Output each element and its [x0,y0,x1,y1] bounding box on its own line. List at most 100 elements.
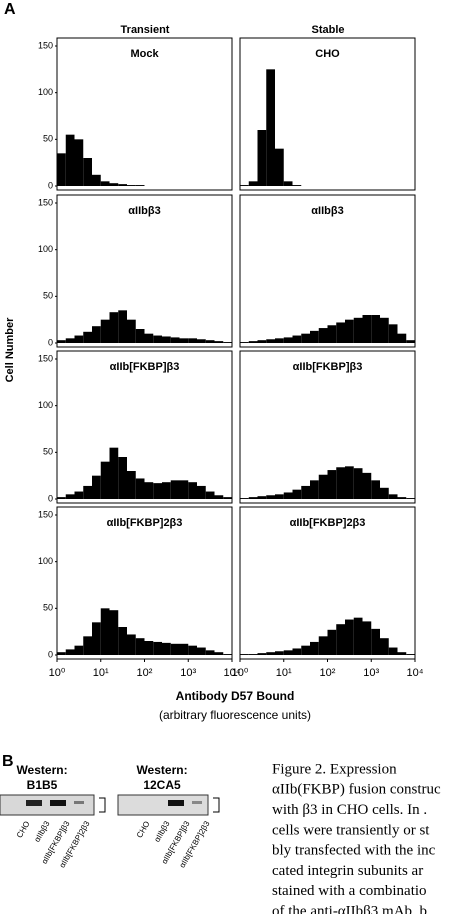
histogram-bar [406,654,415,655]
panel-frame [56,350,233,504]
lane-label: αIIbβ3 [152,819,171,844]
histogram-bar [92,174,101,186]
band [26,800,42,806]
histogram-bar [397,333,407,343]
x-tick-label: 10¹ [276,667,292,679]
histogram-bar [309,330,319,343]
blot-title: Western: [136,763,187,777]
histogram-bar [170,480,180,499]
histogram-bar [327,470,337,499]
histogram-bar [292,185,302,186]
blot-antibody: B1B5 [27,778,58,792]
blot [117,794,209,816]
panel-title: CHO [315,48,340,60]
histogram-bar [345,319,354,343]
histogram-bar [257,340,267,343]
histogram-bar [248,341,258,343]
caption: Figure 2. Expression αIIb(FKBP) fusion co… [272,761,441,914]
histogram-bar [248,654,258,655]
caption-line: αIIb(FKBP) fusion construc [272,782,441,798]
histogram-bar [205,650,215,655]
histogram-bar [257,496,267,499]
histogram-bar [170,643,180,655]
caption-line: cated integrin subunits ar [272,863,423,879]
y-tick-label: 50 [43,291,53,301]
y-tick-label: 50 [43,134,53,144]
histogram-bar [240,185,249,186]
histogram-bar [345,619,354,655]
panel-title: αIIb[FKBP]β3 [293,361,363,373]
histogram-bar [188,338,198,343]
histogram-bar [197,647,206,655]
histogram-bar [336,322,346,343]
histogram-bar [318,474,328,499]
histogram-bar [100,608,110,655]
histogram-bar [214,495,224,499]
histogram-bar [197,485,206,499]
histogram-bar [118,457,127,499]
histogram-bar [109,610,119,655]
histogram-bar [283,492,293,499]
histogram-bar [109,312,119,343]
histogram-bar [100,181,110,186]
histogram-bar [92,326,101,343]
y-tick-label: 100 [38,87,53,97]
histogram-bar [301,485,310,499]
histogram-bar [301,333,310,343]
band [192,801,202,804]
histogram-bar [266,652,276,655]
histogram-bar [327,325,337,343]
histogram-bar [275,338,284,343]
histogram-bar [248,181,258,186]
histogram-bar [240,498,249,499]
histogram-bar [118,627,127,655]
blot [0,794,95,816]
histogram-bar [65,134,75,186]
histogram-bar [275,494,284,499]
x-tick-label: 10¹ [93,667,109,679]
panel-title: αIIbβ3 [311,205,343,217]
histogram-bar [214,341,224,343]
histogram-bar [223,497,232,499]
histogram-bar [170,337,180,343]
histogram-bar [406,340,415,343]
blot-antibody: 12CA5 [143,778,181,792]
band [168,800,184,806]
histogram-bar [345,466,354,499]
panel-frame [239,350,416,504]
y-tick-label: 150 [38,197,53,207]
histogram-bar [135,185,145,186]
histogram-bar [406,498,415,499]
histogram-bar [380,638,389,655]
histogram-bar [388,647,398,655]
lane-label: CHO [15,820,32,840]
histogram-bar [380,487,389,499]
histogram-bar [283,337,293,343]
x-tick-label: 10² [137,667,153,679]
histogram-bar [362,472,372,499]
histogram-bar [188,645,198,655]
y-tick-label: 0 [48,649,53,659]
lane-label: αIIbβ3 [32,819,51,844]
histogram-bar [397,652,407,655]
y-tick-label: 0 [48,337,53,347]
panel-title: αIIb[FKBP]2β3 [290,517,366,529]
histogram-bar [327,629,337,655]
y-tick-label: 100 [38,400,53,410]
panel-frame [239,37,416,191]
histogram-bar [57,497,66,499]
histogram-bar [223,342,232,343]
histogram-bar [397,497,407,499]
histogram-bar [57,652,66,655]
histogram-bar [135,329,145,343]
histogram-bar [126,634,136,655]
histogram-bar [240,654,249,655]
panel-label: A [4,1,16,18]
x-tick-label: 10³ [180,667,196,679]
histogram-bar [266,69,276,186]
histogram-bar [371,628,381,655]
bracket [99,797,106,813]
blot-title: Western: [16,763,67,777]
